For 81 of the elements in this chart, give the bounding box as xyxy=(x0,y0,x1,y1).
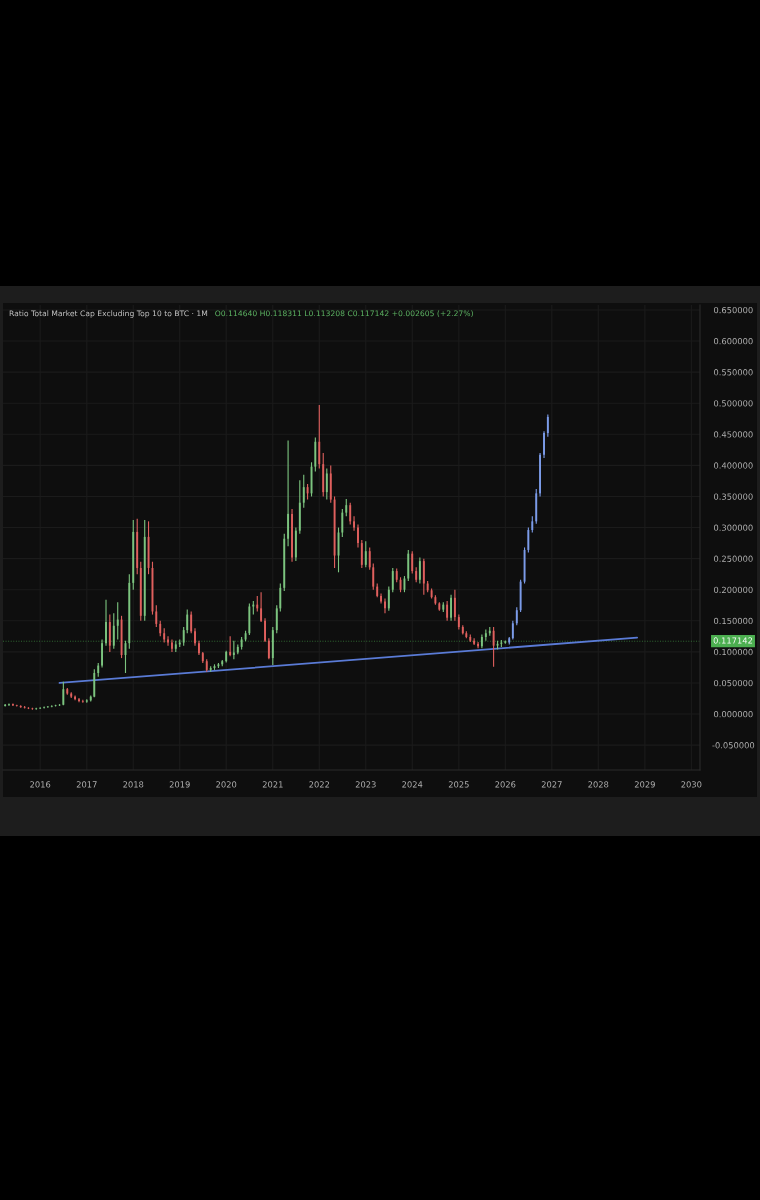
candlestick xyxy=(78,697,80,703)
x-tick-label: 2016 xyxy=(30,781,51,788)
candlestick xyxy=(353,515,355,532)
x-tick-label: 2025 xyxy=(448,781,469,788)
candlestick xyxy=(116,601,119,641)
x-tick-label: 2018 xyxy=(123,781,144,788)
x-tick-label: 2022 xyxy=(309,781,330,788)
y-tick-label: 0.650000 xyxy=(714,306,753,314)
x-tick-label: 2020 xyxy=(216,781,237,788)
x-tick-label: 2029 xyxy=(634,781,655,788)
candlestick xyxy=(543,430,545,459)
candlestick xyxy=(357,523,359,549)
x-tick-label: 2019 xyxy=(169,781,190,788)
y-tick-label: 0.300000 xyxy=(714,524,753,531)
candlestick xyxy=(546,413,549,438)
y-tick-label: 0.450000 xyxy=(714,431,753,438)
candlestick xyxy=(267,637,270,660)
candlestick xyxy=(229,635,232,657)
y-tick-label: 0.050000 xyxy=(714,679,753,687)
candlestick xyxy=(360,539,363,569)
ref-line-label: 0.117142 xyxy=(713,637,753,644)
y-tick-label: 0.500000 xyxy=(714,400,753,407)
candlestick xyxy=(171,638,173,653)
y-tick-label: 0.150000 xyxy=(714,617,753,625)
candlestick xyxy=(194,627,196,647)
y-tick-label: 0.600000 xyxy=(714,338,753,345)
candlestick xyxy=(260,591,263,623)
x-tick-label: 2023 xyxy=(355,781,376,788)
candlestick xyxy=(349,502,352,526)
candlestick xyxy=(112,612,115,650)
x-tick-label: 2026 xyxy=(495,781,516,788)
x-tick-label: 2028 xyxy=(588,781,609,788)
x-tick-label: 2021 xyxy=(262,781,283,788)
candlestick xyxy=(182,626,185,647)
candlestick xyxy=(93,668,96,698)
candlestick xyxy=(101,638,104,668)
candlestick xyxy=(387,586,390,612)
candlestick xyxy=(167,635,169,647)
y-tick-label: 0.400000 xyxy=(714,462,753,469)
y-tick-label: 0.350000 xyxy=(714,493,753,500)
x-tick-label: 2017 xyxy=(76,781,97,788)
x-tick-label: 2030 xyxy=(681,781,702,788)
candlestick xyxy=(341,508,344,538)
candlestick xyxy=(318,404,321,470)
candlestick xyxy=(105,599,107,647)
y-tick-label: 0.250000 xyxy=(714,555,753,562)
candlestick xyxy=(418,556,421,585)
candlestick xyxy=(291,508,293,563)
candlestick xyxy=(368,546,371,571)
candlestick xyxy=(325,467,328,501)
candlestick xyxy=(275,604,278,634)
candlestick xyxy=(364,540,367,568)
candlestick xyxy=(384,597,386,614)
candlestick xyxy=(511,620,514,641)
candlestick xyxy=(473,637,476,646)
candlestick xyxy=(190,610,193,634)
candlestick xyxy=(527,526,530,553)
x-tick-label: 2024 xyxy=(402,781,423,788)
candlestick xyxy=(264,617,266,643)
y-tick-label: 0.000000 xyxy=(714,711,753,718)
candlestick xyxy=(108,614,111,653)
y-tick-label: 0.200000 xyxy=(714,586,753,593)
candlestick xyxy=(411,550,414,575)
candlestick xyxy=(422,558,425,596)
candlestick xyxy=(446,600,449,622)
candlestick xyxy=(380,592,382,604)
candlestick xyxy=(372,563,375,591)
candlestick xyxy=(515,606,518,626)
y-tick-label: -0.050000 xyxy=(712,742,755,749)
candlestick xyxy=(155,604,158,628)
x-tick-label: 2027 xyxy=(541,781,562,788)
candlestick xyxy=(391,567,394,593)
candlestick xyxy=(279,582,282,613)
y-tick-label: 0.100000 xyxy=(714,648,753,656)
candlestick xyxy=(186,609,189,634)
candlestick xyxy=(302,474,305,509)
candlestick xyxy=(453,589,456,622)
candlestick xyxy=(450,594,453,622)
y-tick-label: 0.550000 xyxy=(714,369,753,376)
candlestick xyxy=(198,640,200,656)
candlestick xyxy=(492,626,495,668)
